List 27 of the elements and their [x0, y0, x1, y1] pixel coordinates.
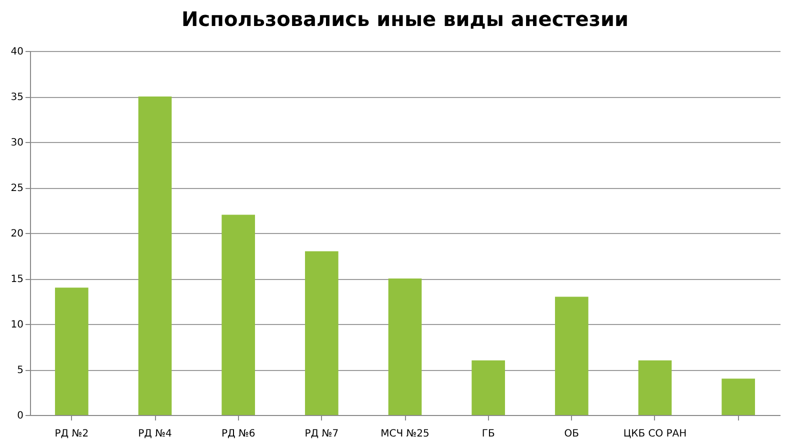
bar	[55, 288, 88, 415]
x-tick-label: ГБ	[482, 428, 495, 440]
x-tick-label: РД №2	[54, 428, 89, 440]
x-tick-label: ЦКБ СО РАН	[623, 428, 687, 440]
y-tick-label: 25	[10, 183, 24, 194]
bar	[722, 378, 755, 415]
bar	[472, 360, 505, 415]
bar	[388, 278, 422, 415]
bar	[305, 251, 338, 415]
x-tick-label: РД №7	[304, 428, 339, 440]
bar	[138, 96, 172, 415]
y-tick-label: 5	[17, 365, 24, 376]
y-tick-label: 10	[10, 320, 24, 330]
chart-title: Использовались иные виды анестезии	[182, 7, 628, 31]
x-tick-label: ОБ	[564, 428, 580, 440]
x-tick-label: МСЧ №25	[380, 428, 430, 440]
x-tick-label: РД №4	[138, 428, 172, 440]
y-tick-label: 30	[10, 138, 24, 148]
x-tick-label: РД №6	[221, 428, 256, 440]
bar	[638, 360, 672, 415]
bar	[555, 296, 588, 415]
y-tick-label: 35	[10, 92, 24, 103]
y-tick-label: 15	[10, 274, 24, 285]
y-tick-label: 40	[10, 46, 24, 58]
y-tick-label: 0	[17, 410, 24, 422]
y-tick-label: 20	[10, 228, 24, 240]
bar	[222, 214, 255, 415]
